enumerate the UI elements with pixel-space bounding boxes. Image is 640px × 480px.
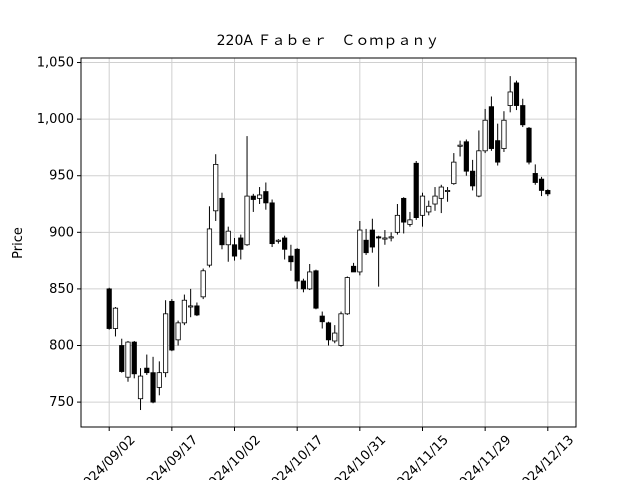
candle-body [338,313,344,346]
candle-body [269,202,275,245]
candle-body [538,178,545,191]
candle-body [282,237,288,250]
candle-body [463,141,469,172]
candle-body [119,345,125,372]
x-tick-label: 2024/11/15 [388,433,452,480]
candle-body [188,305,194,308]
candle-body [507,91,513,106]
candle-body [520,105,526,126]
candle-body [470,170,476,187]
candle-body [451,161,457,185]
candle-body [300,280,307,290]
candle-body [219,197,225,246]
candle-body [482,119,488,152]
candle-body [438,186,444,199]
candle-body [363,239,369,254]
candle-body [444,190,451,192]
candle-body [357,229,363,273]
y-tick-label: 900 [49,225,74,240]
candle-body [388,236,394,239]
candle-body [125,341,131,378]
x-tick-label: 2024/10/02 [200,433,264,480]
candle-body [532,173,538,183]
candle-body [263,191,269,204]
candle-body [407,219,413,225]
candle-body [513,82,520,106]
candle-body [169,300,175,351]
candle-body [256,194,263,199]
x-tick-label: 2024/09/02 [75,433,139,480]
candle-body [394,214,401,233]
candle-body [238,237,244,250]
candle-body [526,127,532,163]
candle-body [350,265,357,273]
candle-body [401,197,407,223]
candle-body [106,288,112,329]
candle-body [344,277,350,315]
x-tick-label: 2024/09/17 [138,433,202,480]
candle-body [313,270,319,309]
y-tick-label: 950 [49,169,74,184]
candle-body [419,195,426,216]
candle-body [112,307,119,329]
candle-body [200,270,206,298]
candle-body [131,341,137,375]
candle-body [307,271,313,290]
y-tick-label: 1,050 [37,56,74,71]
x-tick-label: 2024/11/29 [451,433,515,480]
candle-body [501,119,507,149]
candle-body [369,229,375,248]
candle-body [162,313,169,374]
candle-body [137,375,144,400]
candle-body [432,195,438,205]
candle-body [288,255,294,263]
candle-body [426,205,432,213]
candle-body [376,236,382,239]
candle-body [294,248,300,282]
x-tick-label: 2024/10/17 [263,433,327,480]
candle-body [231,244,238,257]
candle-body [194,305,200,316]
x-tick-label: 2024/10/31 [326,433,390,480]
candle-body [332,332,338,342]
candle-body [545,190,551,195]
y-axis-label: Price [11,227,26,259]
y-tick-label: 1,000 [37,112,74,127]
y-tick-label: 850 [49,282,74,297]
candle-body [319,315,325,323]
candle-body [325,322,332,341]
candle-body [250,195,256,200]
candle-body [495,140,501,163]
candle-body [206,228,213,266]
candle-body [413,162,419,218]
x-tick-label: 2024/12/13 [514,433,578,480]
candle-body [488,106,495,149]
candle-body [213,163,219,212]
candle-body [150,372,156,403]
candle-body [156,372,162,388]
y-tick-label: 800 [49,339,74,354]
candle-body [175,322,181,341]
candle-body [382,237,388,240]
candle-body [181,299,187,324]
y-tick-label: 750 [49,395,74,410]
chart-title: 220A Ｆａｂｅｒ Ｃｏｍｐａｎｙ [217,33,440,49]
candle-body [476,150,482,197]
candle-body [144,367,150,374]
candle-body [225,230,231,246]
candle-body [244,195,250,246]
plot-frame [80,57,577,428]
candle-body [275,239,281,242]
candle-body [457,144,463,147]
